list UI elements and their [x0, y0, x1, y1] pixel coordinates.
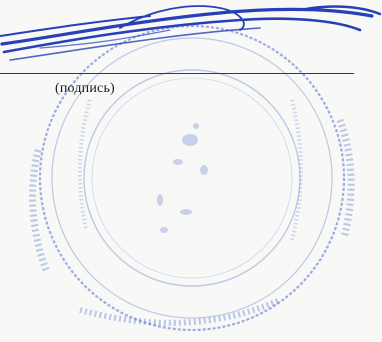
signature-line: [0, 73, 354, 74]
signature-caption: (подпись): [55, 81, 115, 96]
